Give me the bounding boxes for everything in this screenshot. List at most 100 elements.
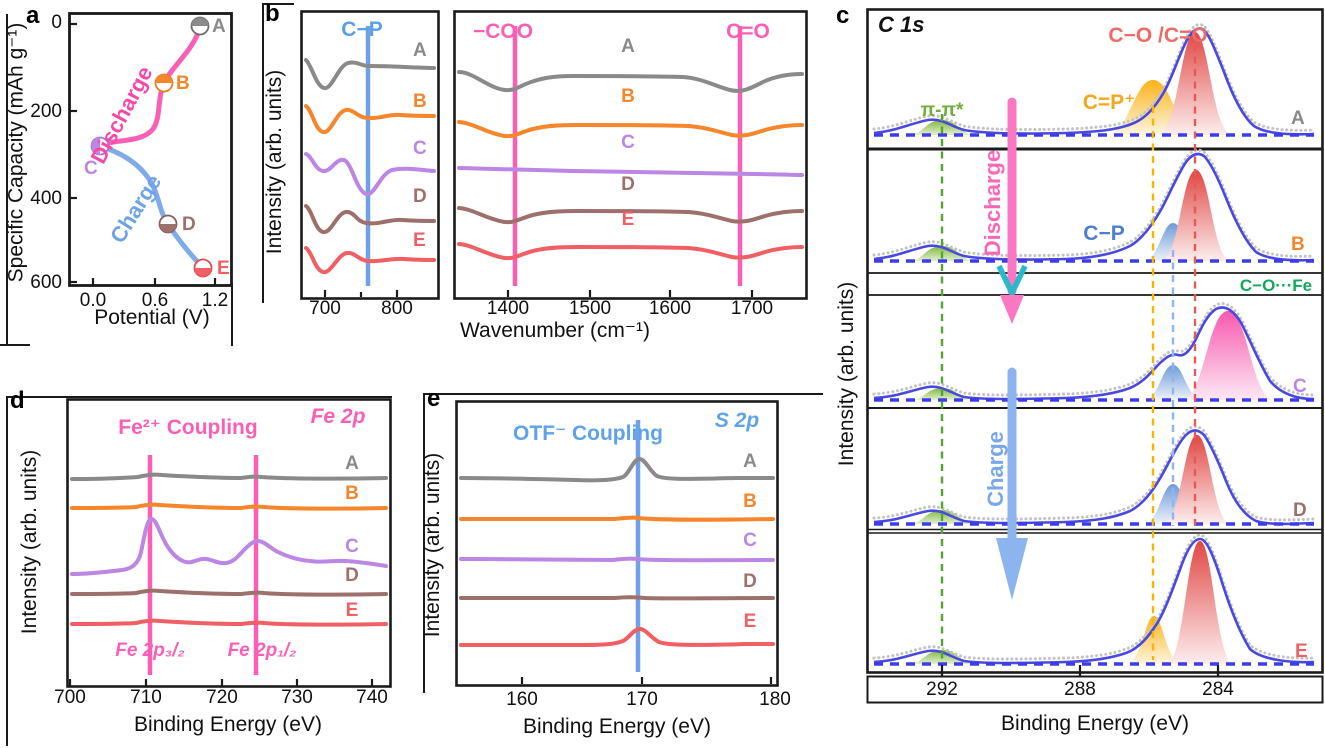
b-right-label-c: C [621, 132, 635, 153]
marker-A [190, 16, 210, 36]
d-x-axis-label: Binding Energy (eV) [134, 713, 322, 736]
a-xtick-12: 1.2 [201, 290, 229, 311]
discharge-arrow [996, 97, 1028, 324]
d-label-c: C [345, 536, 359, 557]
d-tick-720: 720 [206, 687, 238, 708]
c-pipi-annotation: π-π* [920, 100, 964, 121]
a-y-axis-label: Specific Capacity (mAh g⁻¹) [4, 22, 28, 283]
d-y-axis-label: Intensity (arb. units) [18, 449, 41, 635]
panel-c-tag: c [836, 2, 850, 29]
c-cofe-annotation: C−O···Fe [1239, 276, 1313, 295]
d-tick-710: 710 [130, 687, 162, 708]
marker-B [154, 73, 174, 93]
c-tick-284: 284 [1202, 679, 1234, 700]
b-tick-700: 700 [309, 298, 341, 319]
b-cp-annotation: C−P [341, 18, 383, 41]
d-label-b: B [345, 483, 359, 504]
panel-a-frame-bottom [0, 344, 30, 346]
e-label-d: D [743, 571, 757, 592]
panel-d-frame-top [6, 396, 392, 398]
d-label-e: E [345, 600, 359, 621]
d-label-d: D [345, 565, 359, 586]
e-label-e: E [743, 611, 757, 632]
panel-b-left-plot [300, 10, 440, 300]
b-left-label-a: A [413, 40, 427, 61]
d-title: Fe 2p [310, 405, 366, 428]
b-tick-1700: 1700 [730, 298, 774, 319]
d-tick-740: 740 [356, 687, 388, 708]
c-x-axis-label: Binding Energy (eV) [1001, 712, 1189, 735]
c-label-e: E [1295, 641, 1308, 662]
d-tick-730: 730 [281, 687, 313, 708]
a-xtick-00: 0.0 [79, 290, 107, 311]
d-fe2p32-label: Fe 2p₃/₂ [115, 640, 185, 661]
panel-a-frame-right [231, 283, 233, 346]
d-tick-700: 700 [54, 687, 86, 708]
panel-e-frame-top [423, 393, 823, 395]
point-label-e: E [217, 258, 230, 279]
c-label-d: D [1293, 500, 1307, 521]
b-right-label-b: B [621, 86, 635, 107]
point-label-a: A [212, 16, 226, 37]
c-tick-288: 288 [1064, 679, 1096, 700]
panel-a-tag: a [26, 2, 40, 29]
charge-arrow [996, 367, 1028, 600]
b-tick-1600: 1600 [648, 298, 692, 319]
e-x-axis-label: Binding Energy (eV) [523, 715, 711, 738]
b-left-label-b: B [413, 91, 427, 112]
c-discharge-label: Discharge [980, 149, 1005, 257]
marker-C [90, 136, 110, 156]
panel-d-plot [66, 398, 392, 688]
panel-b: b C−P −COO [255, 0, 830, 345]
e-tick-180: 180 [759, 689, 791, 710]
discharge-curve [97, 24, 203, 148]
c-y-axis-label: Intensity (arb. units) [835, 281, 858, 467]
point-label-c: C [84, 158, 98, 179]
b-y-axis-label: Intensity (arb. units) [263, 69, 286, 255]
c-label-b: B [1291, 234, 1305, 255]
e-label-b: B [743, 491, 757, 512]
c-charge-label: Charge [983, 431, 1008, 507]
e-label-c: C [743, 530, 757, 551]
panel-d: d Fe²⁺ Coupling Fe 2p Fe 2p₃/₂ Fe 2p₁/₂ … [0, 385, 400, 748]
c-cp-annotation: C−P [1083, 222, 1125, 245]
marker-E [193, 258, 213, 278]
a-ytick-400: 400 [30, 188, 62, 209]
panel-b-frame-left [262, 3, 264, 303]
panel-e-tag: e [427, 385, 441, 412]
c-title: C 1s [878, 12, 925, 37]
a-ytick-600: 600 [30, 272, 62, 293]
c-cep-annotation: C=P⁺ [1082, 91, 1136, 114]
a-xtick-06: 0.6 [141, 290, 169, 311]
panel-c: c [830, 0, 1325, 748]
e-coupling-label: OTF⁻ Coupling [513, 422, 663, 445]
b-right-label-d: D [621, 174, 635, 195]
panel-c-plot [866, 8, 1324, 704]
c-coco-annotation: C−O /C=O [1108, 24, 1208, 47]
b-left-label-d: D [413, 186, 427, 207]
b-x-axis-label: Wavenumber (cm⁻¹) [460, 319, 650, 342]
charge-curve [97, 143, 206, 270]
e-y-axis-label: Intensity (arb. units) [421, 452, 444, 638]
b-left-label-c: C [413, 138, 427, 159]
b-co-annotation: C=O [726, 20, 770, 43]
b-coo-annotation: −COO [472, 20, 534, 43]
b-tick-800: 800 [381, 298, 413, 319]
panel-a-frame-left [6, 14, 8, 346]
d-label-a: A [345, 453, 359, 474]
b-left-label-e: E [413, 230, 426, 251]
panel-b-right-plot [453, 10, 808, 300]
a-ytick-200: 200 [30, 101, 62, 122]
point-label-d: D [182, 214, 196, 235]
b-tick-1500: 1500 [568, 298, 612, 319]
e-label-a: A [743, 451, 757, 472]
panel-a-plot [68, 12, 233, 287]
panel-d-frame-left [6, 396, 8, 746]
d-fe2p12-label: Fe 2p₁/₂ [227, 640, 297, 661]
panel-b-frame-top [262, 3, 294, 5]
panel-d-tag: d [10, 387, 25, 414]
b-tick-1400: 1400 [486, 298, 530, 319]
d-coupling-label: Fe²⁺ Coupling [118, 416, 258, 439]
c-tick-292: 292 [926, 679, 958, 700]
point-label-b: B [176, 73, 190, 94]
